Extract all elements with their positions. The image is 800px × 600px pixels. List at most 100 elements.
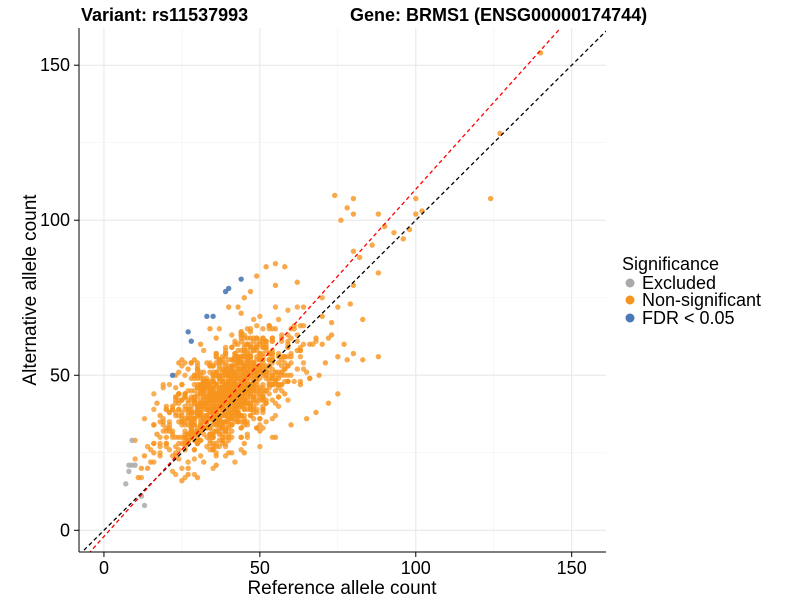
point-non-significant xyxy=(254,347,260,354)
point-non-significant xyxy=(157,450,163,456)
point-excluded xyxy=(129,437,135,444)
point-non-significant xyxy=(201,394,207,400)
point-non-significant xyxy=(344,357,350,363)
point-excluded xyxy=(123,481,129,487)
point-non-significant xyxy=(335,304,341,310)
point-non-significant xyxy=(154,431,160,437)
legend-marker-non-significant xyxy=(625,295,635,305)
point-non-significant xyxy=(191,372,198,378)
point-non-significant xyxy=(391,229,397,236)
point-non-significant xyxy=(241,419,247,425)
point-non-significant xyxy=(294,347,300,354)
point-non-significant xyxy=(182,440,188,447)
point-non-significant xyxy=(247,335,254,341)
point-non-significant xyxy=(235,304,241,310)
point-non-significant xyxy=(272,369,279,375)
point-non-significant xyxy=(238,310,244,316)
point-non-significant xyxy=(369,242,375,248)
legend-label-non-significant: Non-significant xyxy=(642,290,761,310)
point-non-significant xyxy=(282,391,288,397)
point-non-significant xyxy=(222,440,229,447)
point-non-significant xyxy=(169,434,176,440)
point-non-significant xyxy=(179,415,185,422)
x-tick-label: 100 xyxy=(401,558,431,578)
x-tick-label: 0 xyxy=(99,558,109,578)
point-non-significant xyxy=(300,322,307,329)
point-non-significant xyxy=(179,422,185,428)
point-non-significant xyxy=(229,434,235,440)
point-non-significant xyxy=(297,353,304,360)
point-non-significant xyxy=(132,456,138,462)
point-non-significant xyxy=(191,388,198,394)
point-non-significant xyxy=(291,378,297,385)
point-non-significant xyxy=(166,446,173,453)
point-non-significant xyxy=(204,384,210,391)
point-non-significant xyxy=(319,341,325,347)
point-non-significant xyxy=(260,326,266,332)
point-non-significant xyxy=(191,428,198,434)
point-non-significant xyxy=(341,341,347,347)
point-non-significant xyxy=(176,456,182,462)
point-non-significant xyxy=(344,205,350,211)
y-tick-label: 150 xyxy=(40,55,70,75)
point-non-significant xyxy=(169,453,176,459)
point-non-significant xyxy=(335,391,341,397)
point-non-significant xyxy=(207,434,213,440)
point-non-significant xyxy=(194,474,201,481)
point-non-significant xyxy=(350,248,357,254)
point-non-significant xyxy=(319,295,325,301)
point-non-significant xyxy=(332,192,338,199)
point-non-significant xyxy=(254,409,260,416)
point-non-significant xyxy=(375,211,382,217)
point-non-significant xyxy=(272,400,279,406)
point-fdr xyxy=(169,372,176,378)
point-non-significant xyxy=(294,304,300,310)
point-fdr xyxy=(185,329,191,335)
point-non-significant xyxy=(194,412,201,419)
point-non-significant xyxy=(313,335,319,341)
point-non-significant xyxy=(154,400,160,406)
point-non-significant xyxy=(263,400,269,406)
point-non-significant xyxy=(285,372,291,378)
point-non-significant xyxy=(241,295,247,301)
point-non-significant xyxy=(244,431,251,437)
reference-lines xyxy=(81,28,606,552)
point-non-significant xyxy=(163,434,170,440)
point-non-significant xyxy=(350,195,357,202)
point-non-significant xyxy=(216,391,223,397)
point-non-significant xyxy=(313,409,319,416)
point-non-significant xyxy=(325,400,332,406)
point-fdr xyxy=(238,276,244,282)
point-non-significant xyxy=(360,357,366,363)
point-non-significant xyxy=(191,446,198,453)
point-non-significant xyxy=(238,425,244,431)
point-non-significant xyxy=(182,372,188,378)
point-non-significant xyxy=(260,372,266,378)
y-tick-label: 0 xyxy=(60,520,70,540)
point-non-significant xyxy=(213,372,219,378)
point-non-significant xyxy=(257,422,263,428)
point-non-significant xyxy=(266,384,272,391)
point-non-significant xyxy=(157,412,163,419)
point-non-significant xyxy=(141,415,148,422)
point-fdr xyxy=(225,285,232,292)
point-non-significant xyxy=(247,412,254,419)
point-non-significant xyxy=(254,273,260,279)
point-non-significant xyxy=(300,360,307,366)
point-non-significant xyxy=(197,341,204,347)
point-non-significant xyxy=(247,326,254,332)
point-non-significant xyxy=(288,353,294,360)
plot-area xyxy=(81,28,606,552)
point-non-significant xyxy=(260,406,266,413)
legend-title: Significance xyxy=(622,254,719,274)
point-non-significant xyxy=(235,388,241,394)
point-non-significant xyxy=(250,384,257,391)
point-non-significant xyxy=(375,270,382,276)
point-non-significant xyxy=(166,419,173,425)
point-non-significant xyxy=(191,456,198,462)
point-non-significant xyxy=(201,347,207,354)
point-non-significant xyxy=(250,397,257,403)
point-non-significant xyxy=(179,397,185,403)
point-non-significant xyxy=(166,425,173,431)
point-non-significant xyxy=(151,450,157,456)
